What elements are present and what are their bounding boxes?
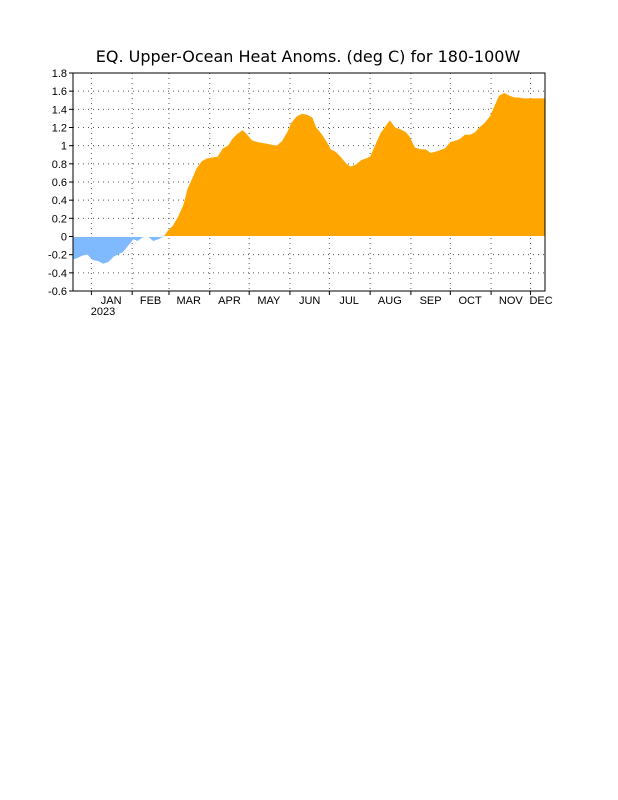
y-tick-label: 1.2 [52,123,67,135]
y-tick-label: 0.6 [52,177,67,189]
y-tick-label: -0.2 [48,250,67,262]
x-tick-label: DEC [529,295,552,307]
y-tick-label: 1.8 [52,68,67,80]
x-tick-label: APR [218,295,241,307]
x-tick-label: MAY [257,295,281,307]
positive-anomaly-area [73,92,545,237]
x-tick-label: SEP [420,295,442,307]
x-tick-label: FEB [140,295,161,307]
year-label: 2023 [91,306,115,318]
plot-frame [72,72,546,292]
y-tick-label: 1.6 [52,86,67,98]
x-tick-label: OCT [458,295,482,307]
y-tick-label: 1 [61,141,67,153]
y-tick-label: 0.2 [52,213,67,225]
x-tick-label: MAR [176,295,201,307]
y-tick-label: 0.8 [52,159,67,171]
negative-anomaly-area [73,236,545,264]
chart-title: EQ. Upper-Ocean Heat Anoms. (deg C) for … [96,47,521,66]
area-series [73,92,545,264]
y-tick-label: 0.4 [52,195,67,207]
x-tick-label: JUL [339,295,359,307]
y-tick-label: 1.4 [52,104,67,116]
x-tick-label: NOV [499,295,524,307]
x-tick-label: JAN [101,295,122,307]
x-tick-label: JUN [299,295,320,307]
y-tick-label: -0.4 [48,268,67,280]
y-tick-label: 0 [61,232,67,244]
y-tick-label: -0.6 [48,286,67,298]
axes: -0.6 -0.4 -0.2 0 0.2 0.4 0.6 0.8 1 1.2 1.4 1.6 1.8 JA… [48,68,553,307]
x-tick-label: AUG [378,295,402,307]
